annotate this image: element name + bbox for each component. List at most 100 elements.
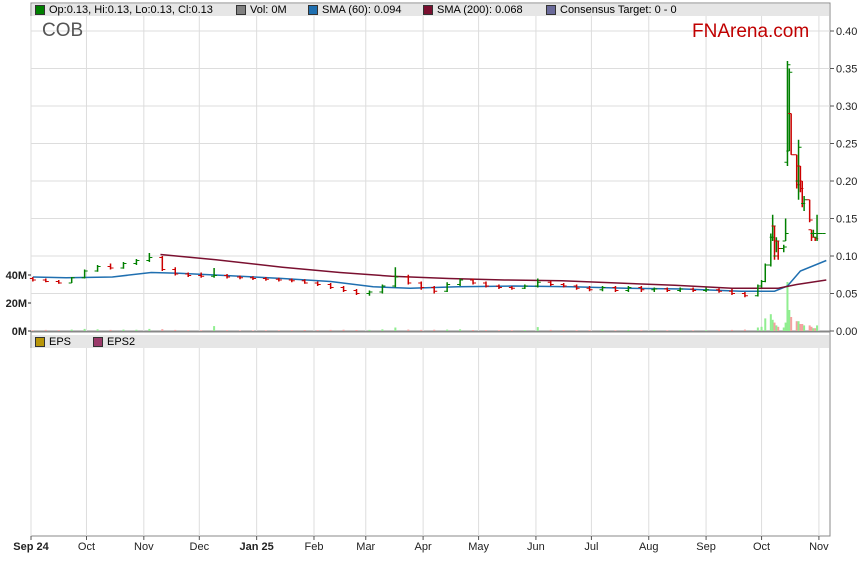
volume-bar xyxy=(788,310,791,331)
eps2-swatch xyxy=(93,337,103,347)
ohlc-bar xyxy=(664,287,671,292)
y-tick-label: 0.05 xyxy=(836,289,857,301)
ohlc-bar xyxy=(677,287,684,292)
sma200-swatch xyxy=(423,5,433,15)
volume-bar xyxy=(407,329,410,331)
volume-bar xyxy=(484,330,487,331)
volume-bar xyxy=(614,330,617,331)
volume-bar xyxy=(810,326,813,331)
ohlc-bar xyxy=(814,214,821,241)
volume-bar xyxy=(187,330,190,331)
volume-bar xyxy=(679,330,682,331)
y-tick-label: 0.00 xyxy=(836,326,857,338)
volume-bar xyxy=(795,321,798,331)
volume-bar xyxy=(148,328,151,331)
ohlc-bar xyxy=(810,229,817,238)
volume-bar xyxy=(549,329,552,331)
volume-bar xyxy=(808,325,811,331)
ohlc-bar xyxy=(780,244,787,253)
volume-bar xyxy=(562,330,565,331)
ohlc-bar xyxy=(301,279,308,284)
ohlc-bar xyxy=(81,269,88,279)
ohlc-bar xyxy=(29,277,36,282)
ticker-symbol: COB xyxy=(42,20,84,41)
ohlc-swatch xyxy=(35,5,45,15)
x-tick-label: Apr xyxy=(415,541,432,553)
volume-bar xyxy=(782,327,785,331)
ohlc-bar xyxy=(353,289,360,295)
volume-bar xyxy=(705,330,708,331)
legend-eps: EPS xyxy=(35,336,71,348)
ohlc-bar xyxy=(146,253,153,262)
ohlc-bar xyxy=(172,267,179,276)
volume-swatch xyxy=(236,5,246,15)
volume-bar xyxy=(472,330,475,331)
volume-bar xyxy=(769,314,772,331)
volume-bar xyxy=(433,329,436,331)
ohlc-bar xyxy=(788,113,795,156)
volume-tick-label: 40M xyxy=(6,270,27,282)
ohlc-bar xyxy=(418,281,425,290)
legend-ohlc: Op:0.13, Hi:0.13, Lo:0.13, Cl:0.13 xyxy=(35,4,213,16)
ohlc-bar xyxy=(625,286,632,292)
volume-bar xyxy=(368,329,371,331)
volume-bar xyxy=(109,329,112,331)
y-tick-label: 0.25 xyxy=(836,139,857,151)
ohlc-bar xyxy=(431,286,438,294)
legend-sma200: SMA (200): 0.068 xyxy=(423,4,523,16)
ohlc-bar xyxy=(198,272,205,278)
volume-bar xyxy=(801,324,804,331)
volume-bar xyxy=(797,321,800,331)
ohlc-bar xyxy=(405,274,412,285)
ohlc-bar xyxy=(275,277,282,282)
ohlc-label: Op:0.13, Hi:0.13, Lo:0.13, Cl:0.13 xyxy=(49,4,213,16)
eps-label: EPS xyxy=(49,336,72,348)
volume-bar xyxy=(83,328,86,331)
volume-bar xyxy=(666,330,669,331)
target-label: Consensus Target: 0 - 0 xyxy=(560,4,677,16)
target-swatch xyxy=(546,5,556,15)
volume-bar xyxy=(756,327,759,331)
ohlc-bar xyxy=(651,287,658,292)
volume-bar xyxy=(773,322,776,331)
ohlc-bar xyxy=(716,288,723,293)
ohlc-bar xyxy=(547,280,554,286)
x-tick-label: Jan 25 xyxy=(240,541,274,553)
sma60-label: SMA (60): 0.094 xyxy=(322,4,402,16)
sma200-label: SMA (200): 0.068 xyxy=(437,4,523,16)
x-tick-label: Nov xyxy=(134,541,154,553)
legend-consensus-target: Consensus Target: 0 - 0 xyxy=(546,4,677,16)
ohlc-bar xyxy=(94,265,101,272)
ohlc-bar xyxy=(107,263,114,270)
ohlc-bar xyxy=(741,292,748,298)
eps-swatch xyxy=(35,337,45,347)
volume-bar xyxy=(575,330,578,331)
volume-bar xyxy=(812,328,815,331)
ohlc-bar xyxy=(185,272,192,277)
eps2-label: EPS2 xyxy=(107,336,136,348)
volume-bar xyxy=(760,326,763,331)
ohlc-bar xyxy=(599,286,606,292)
volume-bar xyxy=(31,330,34,331)
volume-bar xyxy=(135,329,138,331)
legend-eps2: EPS2 xyxy=(93,336,135,348)
ohlc-bar xyxy=(249,276,256,280)
x-tick-label: May xyxy=(468,541,489,553)
volume-bar xyxy=(238,330,241,331)
ohlc-bar xyxy=(392,267,399,288)
volume-tick-label: 0M xyxy=(12,326,27,338)
ohlc-bar xyxy=(133,259,140,265)
ohlc-bar xyxy=(366,290,373,296)
ohlc-bar xyxy=(379,284,386,294)
volume-bar xyxy=(381,329,384,331)
ohlc-bar xyxy=(327,283,334,289)
volume-bar xyxy=(213,326,216,331)
volume-bar xyxy=(640,330,643,331)
ohlc-bar xyxy=(508,286,515,290)
ohlc-bar xyxy=(586,286,593,292)
eps-panel xyxy=(30,331,831,537)
volume-bar xyxy=(771,319,774,331)
ohlc-bar xyxy=(806,199,813,223)
ohlc-bar xyxy=(638,286,645,292)
